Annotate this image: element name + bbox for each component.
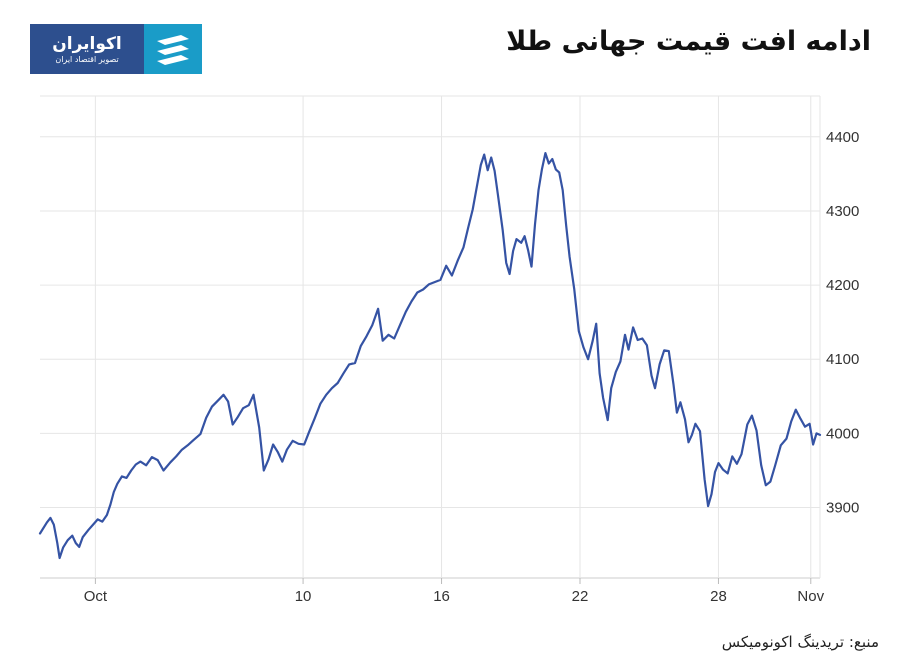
plot-area: [38, 152, 822, 560]
page-title: ادامه افت قیمت جهانی طلا: [506, 26, 871, 57]
x-tick-label: Nov: [797, 588, 824, 605]
logo: اکوایران تصویر اقتصاد ایران: [30, 24, 202, 74]
y-tick-label: 4100: [826, 351, 859, 368]
y-tick-label: 3900: [826, 500, 859, 517]
chart-grid: [40, 95, 821, 579]
x-tick-label: 10: [295, 588, 312, 605]
y-tick-label: 4200: [826, 277, 859, 294]
x-tick-label: 22: [572, 588, 589, 605]
logo-wordmark: اکوایران تصویر اقتصاد ایران: [30, 24, 144, 74]
source-note: منبع: تریدینگ اکونومیکس: [721, 633, 879, 651]
x-tick-label: Oct: [84, 588, 108, 605]
x-axis: Oct 10 16 22 28 Nov: [84, 578, 825, 605]
y-tick-label: 4300: [826, 203, 859, 220]
y-tick-label: 4400: [826, 129, 859, 146]
logo-name: اکوایران: [52, 33, 122, 54]
y-tick-label: 4000: [826, 425, 859, 442]
logo-tagline: تصویر اقتصاد ایران: [55, 54, 119, 64]
x-tick-label: 28: [710, 588, 727, 605]
series-line: [38, 152, 822, 560]
y-axis: 3900 4000 4100 4200 4300 4400: [826, 129, 859, 517]
stripes-icon: [144, 24, 202, 74]
x-tick-label: 16: [433, 588, 450, 605]
